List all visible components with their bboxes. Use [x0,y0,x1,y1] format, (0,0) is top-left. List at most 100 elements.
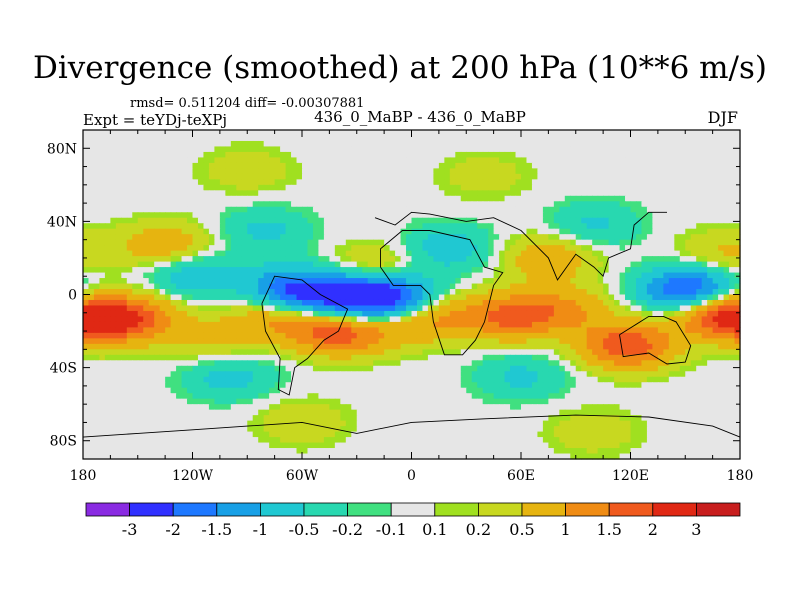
contour-cell [214,146,221,153]
contour-cell [137,151,144,159]
contour-cell [329,234,336,241]
contour-cell [148,272,155,279]
contour-cell [384,316,391,323]
contour-cell [323,223,330,230]
contour-cell [449,267,456,274]
contour-cell [597,239,604,246]
contour-cell [482,130,489,137]
contour-cell [581,316,588,323]
contour-cell [663,310,670,318]
contour-cell [214,212,221,219]
contour-cell [488,305,495,312]
contour-cell [427,338,434,345]
contour-cell [564,162,571,169]
contour-cell [455,321,462,328]
contour-cell [225,157,232,164]
contour-cell [499,343,506,350]
contour-cell [652,239,659,246]
contour-cell [362,245,369,252]
contour-cell [285,168,292,175]
contour-cell [652,299,659,307]
contour-cell [548,173,555,180]
contour-cell [548,146,555,153]
contour-cell [515,206,522,213]
contour-cell [181,327,188,334]
contour-cell [269,272,276,279]
contour-cell [608,310,615,318]
contour-cell [384,327,391,334]
contour-cell [614,146,621,153]
contour-cell [685,201,692,208]
contour-cell [729,135,736,142]
contour-cell [630,338,637,345]
contour-cell [208,338,215,345]
contour-cell [197,217,205,224]
contour-cell [427,228,434,235]
contour-cell [433,135,440,142]
contour-cell [663,305,670,312]
contour-cell [230,343,237,350]
contour-cell [570,223,577,230]
contour-cell [526,223,533,230]
contour-cell [455,289,462,296]
contour-cell [389,321,396,328]
contour-cell [121,316,128,323]
contour-cell [449,157,456,164]
contour-cell [159,349,166,356]
contour-cell [657,343,664,350]
contour-cell [83,135,90,142]
contour-cell [373,354,380,361]
contour-cell [291,310,298,318]
contour-cell [93,157,101,164]
contour-cell [137,184,144,191]
contour-cell [323,173,330,180]
contour-cell [274,321,281,328]
contour-cell [351,272,358,279]
contour-cell [460,321,467,328]
contour-cell [701,130,708,137]
contour-cell [400,223,407,230]
contour-cell [592,261,599,268]
contour-cell [345,327,352,334]
contour-cell [274,130,281,137]
contour-cell [334,234,341,241]
contour-cell [280,278,287,285]
contour-cell [652,135,659,142]
contour-cell [477,310,484,318]
contour-cell [652,349,659,356]
contour-cell [422,217,429,224]
contour-cell [356,349,363,356]
contour-cell [592,157,599,164]
contour-cell [625,283,632,290]
contour-cell [258,283,265,290]
contour-cell [176,250,183,257]
contour-cell [137,195,144,202]
contour-cell [449,173,456,180]
contour-cell [619,289,626,296]
contour-cell [247,305,254,312]
contour-cell [652,283,659,290]
contour-cell [296,157,303,164]
contour-cell [668,245,675,252]
contour-cell [88,212,95,219]
contour-cell [515,135,522,142]
contour-cell [285,283,292,290]
contour-cell [723,272,730,279]
contour-cell [345,316,352,323]
contour-cell [258,179,265,186]
contour-cell [203,343,210,350]
contour-cell [493,239,500,246]
contour-cell [274,310,281,318]
contour-cell [362,201,369,208]
contour-cell [137,239,144,246]
contour-cell [493,343,500,350]
contour-cell [340,343,347,350]
contour-cell [493,294,500,301]
contour-cell [625,245,632,252]
contour-cell [575,228,582,235]
contour-cell [504,239,511,246]
contour-cell [526,162,533,169]
contour-cell [252,299,259,307]
contour-cell [351,217,358,224]
contour-cell [378,212,385,219]
